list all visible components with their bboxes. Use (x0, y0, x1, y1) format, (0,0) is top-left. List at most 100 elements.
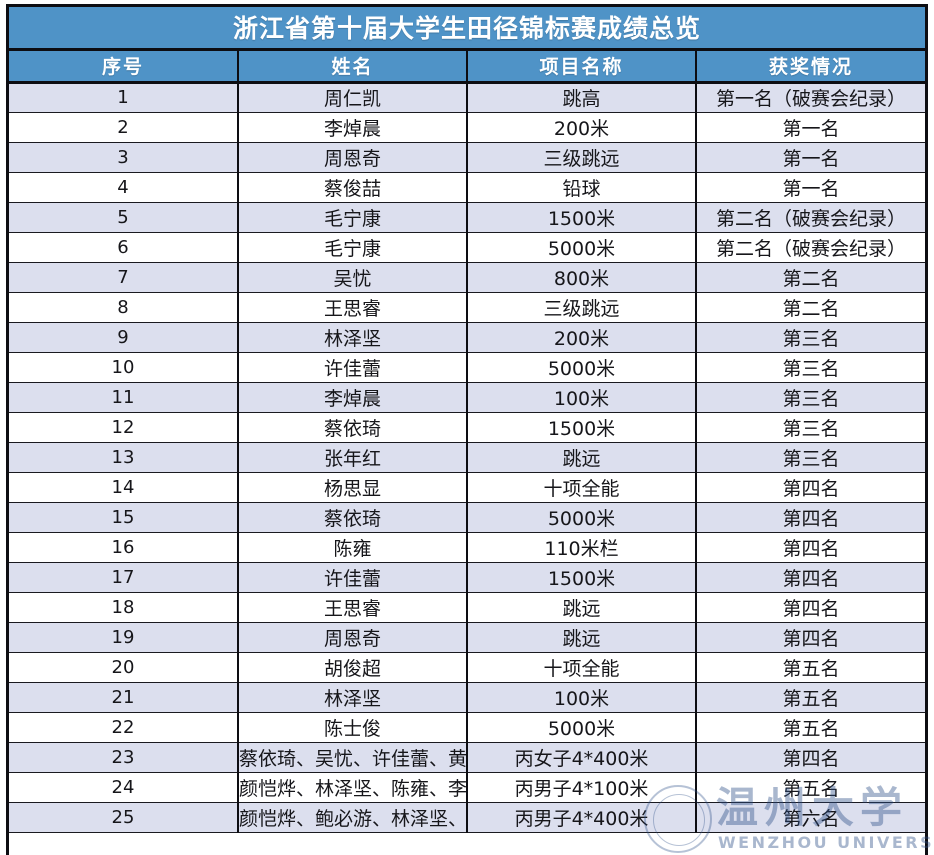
table-row: 19 周恩奇 跳远 第四名 (9, 622, 925, 653)
cell-event: 跳远 (467, 442, 697, 473)
cell-award: 第一名 (696, 112, 925, 143)
results-table: 浙江省第十届大学生田径锦标赛成绩总览 序号 姓名 项目名称 获奖情况 1 周仁凯跳… (9, 7, 925, 833)
cell-event: 跳高 (467, 82, 697, 113)
cell-award: 第五名 (696, 652, 925, 683)
table-row: 12 蔡依琦 1500米 第三名 (9, 412, 925, 443)
cell-name: 吴忧 (238, 262, 468, 293)
table-row: 4 蔡俊喆 铅球 第一名 (9, 172, 925, 203)
cell-index: 17 (9, 562, 239, 593)
cell-index: 15 (9, 502, 239, 533)
cell-index: 4 (9, 172, 239, 203)
cell-award: 第三名 (696, 412, 925, 443)
cell-index: 1 (9, 82, 239, 113)
cell-event: 5000米 (467, 502, 697, 533)
cell-index: 16 (9, 532, 239, 563)
cell-event: 200米 (467, 112, 697, 143)
column-header-event: 项目名称 (467, 49, 697, 84)
cell-index: 9 (9, 322, 239, 353)
cell-name: 蔡俊喆 (238, 172, 468, 203)
cell-index: 7 (9, 262, 239, 293)
cell-index: 2 (9, 112, 239, 143)
results-table-frame: 浙江省第十届大学生田径锦标赛成绩总览 序号 姓名 项目名称 获奖情况 1 周仁凯跳… (6, 4, 928, 855)
cell-award: 第一名 (696, 142, 925, 173)
cell-event: 十项全能 (467, 472, 697, 503)
cell-index: 18 (9, 592, 239, 623)
cell-event: 丙男子4*400米 (467, 802, 697, 833)
cell-award: 第四名 (696, 472, 925, 503)
cell-event: 1500米 (467, 202, 697, 233)
cell-name: 蔡依琦 (238, 502, 468, 533)
cell-index: 22 (9, 712, 239, 743)
table-row: 11 李焯晨 100米 第三名 (9, 382, 925, 413)
cell-award: 第一名（破赛会纪录） (696, 82, 925, 113)
cell-event: 丙女子4*400米 (467, 742, 697, 773)
cell-index: 11 (9, 382, 239, 413)
table-row: 2 李焯晨 200米 第一名 (9, 112, 925, 143)
table-row: 16 陈雍 110米栏 第四名 (9, 532, 925, 563)
cell-event: 1500米 (467, 412, 697, 443)
table-row: 13 张年红 跳远 第三名 (9, 442, 925, 473)
cell-event: 100米 (467, 682, 697, 713)
table-row: 8 王思睿 三级跳远 第二名 (9, 292, 925, 323)
cell-name: 王思睿 (238, 292, 468, 323)
cell-award: 第四名 (696, 742, 925, 773)
cell-award: 第一名 (696, 172, 925, 203)
cell-name: 杨思显 (238, 472, 468, 503)
cell-index: 23 (9, 742, 239, 773)
cell-event: 1500米 (467, 562, 697, 593)
cell-name: 蔡依琦、吴忧、许佳蕾、黄淑婷 (238, 742, 468, 773)
table-row: 7 吴忧 800米 第二名 (9, 262, 925, 293)
cell-name: 周恩奇 (238, 622, 468, 653)
cell-event: 丙男子4*100米 (467, 772, 697, 803)
cell-name: 林泽坚 (238, 682, 468, 713)
table-row: 15 蔡依琦 5000米 第四名 (9, 502, 925, 533)
table-row: 21 林泽坚 100米 第五名 (9, 682, 925, 713)
table-title-row: 浙江省第十届大学生田径锦标赛成绩总览 (9, 7, 925, 51)
cell-award: 第四名 (696, 592, 925, 623)
cell-name: 周恩奇 (238, 142, 468, 173)
cell-name: 林泽坚 (238, 322, 468, 353)
cell-index: 5 (9, 202, 239, 233)
table-header: 浙江省第十届大学生田径锦标赛成绩总览 序号 姓名 项目名称 获奖情况 (9, 7, 925, 84)
cell-index: 8 (9, 292, 239, 323)
cell-name: 颜恺烨、林泽坚、陈雍、李焯晨 (238, 772, 468, 803)
cell-event: 5000米 (467, 232, 697, 263)
cell-award: 第五名 (696, 712, 925, 743)
cell-event: 110米栏 (467, 532, 697, 563)
cell-index: 14 (9, 472, 239, 503)
column-header-index: 序号 (9, 49, 239, 84)
cell-award: 第五名 (696, 682, 925, 713)
cell-award: 第三名 (696, 352, 925, 383)
cell-index: 21 (9, 682, 239, 713)
cell-award: 第四名 (696, 622, 925, 653)
cell-index: 19 (9, 622, 239, 653)
table-body: 1 周仁凯 跳高 第一名（破赛会纪录） 2 李焯晨 200米 第一名 3 周恩奇 三级跳远 第一名 4 蔡… (9, 82, 925, 833)
cell-event: 100米 (467, 382, 697, 413)
cell-name: 李焯晨 (238, 382, 468, 413)
cell-award: 第四名 (696, 562, 925, 593)
cell-name: 许佳蕾 (238, 352, 468, 383)
cell-award: 第二名（破赛会纪录） (696, 202, 925, 233)
cell-name: 毛宁康 (238, 202, 468, 233)
cell-name: 李焯晨 (238, 112, 468, 143)
cell-award: 第四名 (696, 502, 925, 533)
cell-name: 陈士俊 (238, 712, 468, 743)
table-row: 6 毛宁康 5000米 第二名（破赛会纪录） (9, 232, 925, 263)
cell-name: 胡俊超 (238, 652, 468, 683)
column-header-name: 姓名 (238, 49, 468, 84)
cell-index: 10 (9, 352, 239, 383)
table-row: 22 陈士俊 5000米 第五名 (9, 712, 925, 743)
page-title: 浙江省第十届大学生田径锦标赛成绩总览 (9, 7, 925, 51)
table-row: 14 杨思显 十项全能 第四名 (9, 472, 925, 503)
cell-index: 24 (9, 772, 239, 803)
cell-event: 三级跳远 (467, 142, 697, 173)
column-header-award: 获奖情况 (696, 49, 925, 84)
cell-event: 800米 (467, 262, 697, 293)
cell-name: 颜恺烨、鲍必游、林泽坚、李焯晨 (238, 802, 468, 833)
table-row: 9 林泽坚 200米 第三名 (9, 322, 925, 353)
cell-event: 铅球 (467, 172, 697, 203)
cell-award: 第三名 (696, 322, 925, 353)
table-row: 18 王思睿 跳远 第四名 (9, 592, 925, 623)
